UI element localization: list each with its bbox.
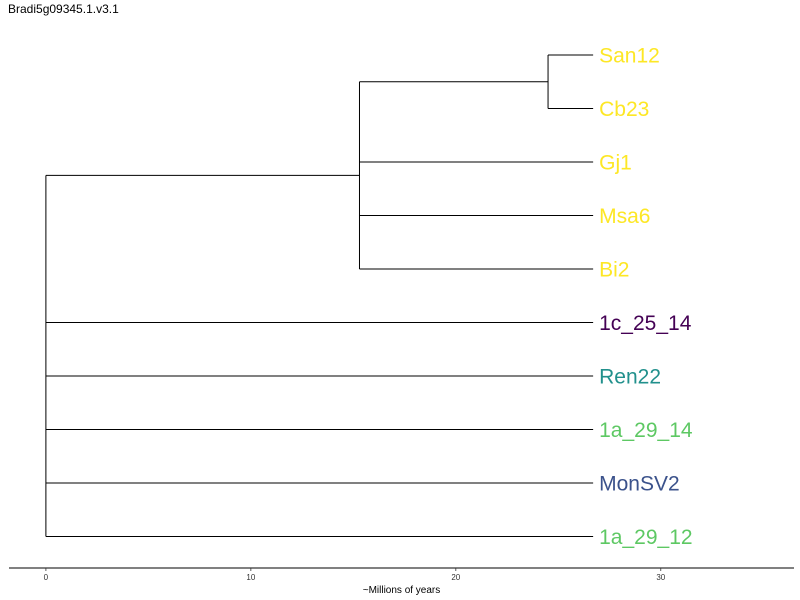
tree-branches [45, 54, 594, 537]
x-tick-label: 10 [246, 573, 255, 582]
chart-title: Bradi5g09345.1.v3.1 [8, 2, 119, 16]
tip-label-1c_25_14: 1c_25_14 [599, 312, 692, 335]
x-axis-label: ~Millions of years [363, 585, 441, 596]
x-tick-label: 20 [451, 573, 460, 582]
tip-label-Bi2: Bi2 [599, 259, 629, 282]
tip-label-1a_29_14: 1a_29_14 [599, 419, 693, 442]
tip-label-Cb23: Cb23 [599, 98, 649, 121]
tip-labels: San12 Cb23 Gj1 Msa6 Bi2 1c_25_14 Ren22 1a_29_14… [599, 45, 693, 550]
x-axis-ticks: 0 10 20 30 [44, 568, 666, 582]
tip-label-1a_29_12: 1a_29_12 [599, 526, 692, 549]
tip-label-Gj1: Gj1 [599, 152, 632, 175]
x-tick-label: 0 [44, 573, 49, 582]
x-axis: 0 10 20 30 ~Millions of years [9, 567, 794, 596]
x-tick-label: 30 [656, 573, 665, 582]
tip-label-Msa6: Msa6 [599, 205, 650, 228]
tip-label-MonSV2: MonSV2 [599, 473, 680, 496]
tip-label-San12: San12 [599, 45, 660, 68]
tip-label-Ren22: Ren22 [599, 366, 661, 389]
